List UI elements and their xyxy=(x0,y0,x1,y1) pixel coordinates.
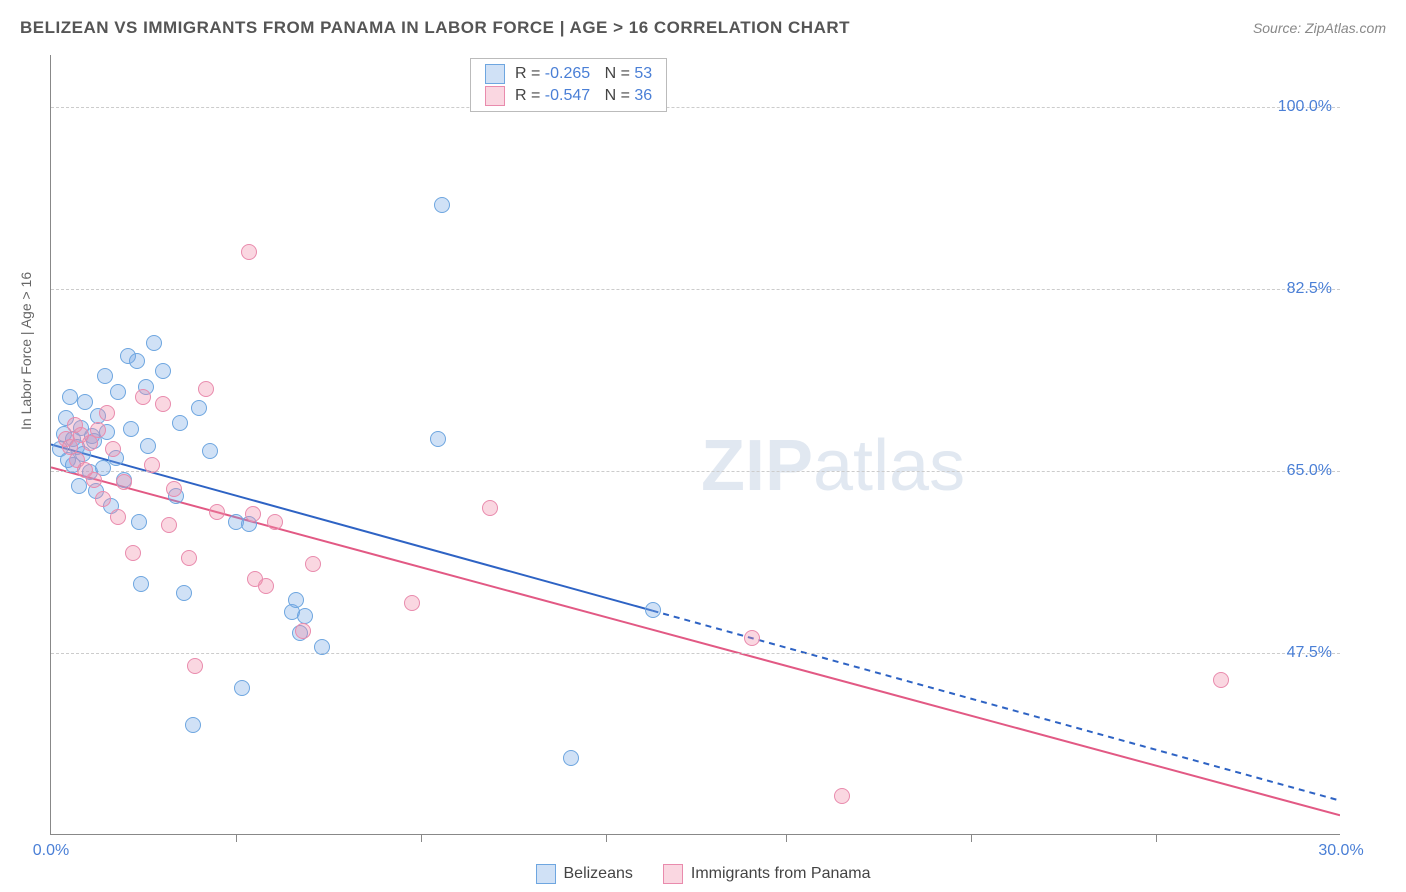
bottom-legend: Belizeans Immigrants from Panama xyxy=(0,864,1406,884)
x-tick-minor xyxy=(421,834,422,842)
data-point xyxy=(161,517,177,533)
data-point xyxy=(191,400,207,416)
correlation-stats-box: R = -0.265 N = 53 R = -0.547 N = 36 xyxy=(470,58,667,112)
swatch-belizeans xyxy=(485,64,505,84)
x-tick-minor xyxy=(786,834,787,842)
stats-row-belizeans: R = -0.265 N = 53 xyxy=(485,63,652,85)
data-point xyxy=(144,457,160,473)
x-tick-label: 30.0% xyxy=(1318,842,1363,860)
stats-row-panama: R = -0.547 N = 36 xyxy=(485,85,652,107)
data-point xyxy=(245,506,261,522)
swatch-panama-legend xyxy=(663,864,683,884)
data-point xyxy=(241,244,257,260)
data-point xyxy=(234,680,250,696)
data-point xyxy=(1213,672,1229,688)
data-point xyxy=(645,602,661,618)
data-point xyxy=(434,197,450,213)
data-point xyxy=(62,389,78,405)
data-point xyxy=(133,576,149,592)
data-point xyxy=(97,368,113,384)
data-point xyxy=(744,630,760,646)
data-point xyxy=(110,509,126,525)
data-point xyxy=(209,504,225,520)
x-tick-minor xyxy=(1156,834,1157,842)
data-point xyxy=(185,717,201,733)
y-tick-label: 65.0% xyxy=(1287,462,1332,480)
data-point xyxy=(187,658,203,674)
data-point xyxy=(135,389,151,405)
chart-title: BELIZEAN VS IMMIGRANTS FROM PANAMA IN LA… xyxy=(20,18,850,38)
data-point xyxy=(295,623,311,639)
legend-item-belizeans: Belizeans xyxy=(536,864,633,884)
data-point xyxy=(166,481,182,497)
data-point xyxy=(198,381,214,397)
data-point xyxy=(181,550,197,566)
data-point xyxy=(86,472,102,488)
y-axis-label: In Labor Force | Age > 16 xyxy=(18,272,34,430)
watermark: ZIPatlas xyxy=(701,425,965,507)
x-tick-label: 0.0% xyxy=(33,842,69,860)
source-attribution: Source: ZipAtlas.com xyxy=(1253,20,1386,36)
data-point xyxy=(95,491,111,507)
gridline xyxy=(51,653,1340,654)
data-point xyxy=(404,595,420,611)
data-point xyxy=(146,335,162,351)
data-point xyxy=(834,788,850,804)
swatch-panama xyxy=(485,86,505,106)
data-point xyxy=(123,421,139,437)
data-point xyxy=(105,441,121,457)
data-point xyxy=(71,478,87,494)
data-point xyxy=(258,578,274,594)
data-point xyxy=(77,394,93,410)
data-point xyxy=(172,415,188,431)
data-point xyxy=(202,443,218,459)
x-tick-minor xyxy=(236,834,237,842)
scatter-plot-area: ZIPatlas 47.5%65.0%82.5%100.0%0.0%30.0% xyxy=(50,55,1340,835)
data-point xyxy=(297,608,313,624)
x-tick-minor xyxy=(971,834,972,842)
data-point xyxy=(131,514,147,530)
data-point xyxy=(125,545,141,561)
data-point xyxy=(305,556,321,572)
y-tick-label: 100.0% xyxy=(1278,98,1332,116)
trend-lines-layer xyxy=(51,55,1340,834)
data-point xyxy=(482,500,498,516)
data-point xyxy=(99,405,115,421)
data-point xyxy=(430,431,446,447)
data-point xyxy=(140,438,156,454)
data-point xyxy=(314,639,330,655)
data-point xyxy=(176,585,192,601)
data-point xyxy=(129,353,145,369)
data-point xyxy=(288,592,304,608)
data-point xyxy=(116,474,132,490)
y-tick-label: 82.5% xyxy=(1287,280,1332,298)
data-point xyxy=(155,363,171,379)
gridline xyxy=(51,471,1340,472)
legend-item-panama: Immigrants from Panama xyxy=(663,864,871,884)
data-point xyxy=(267,514,283,530)
data-point xyxy=(563,750,579,766)
data-point xyxy=(90,422,106,438)
x-tick-minor xyxy=(606,834,607,842)
gridline xyxy=(51,289,1340,290)
swatch-belizeans-legend xyxy=(536,864,556,884)
data-point xyxy=(110,384,126,400)
y-tick-label: 47.5% xyxy=(1287,644,1332,662)
data-point xyxy=(155,396,171,412)
gridline xyxy=(51,107,1340,108)
